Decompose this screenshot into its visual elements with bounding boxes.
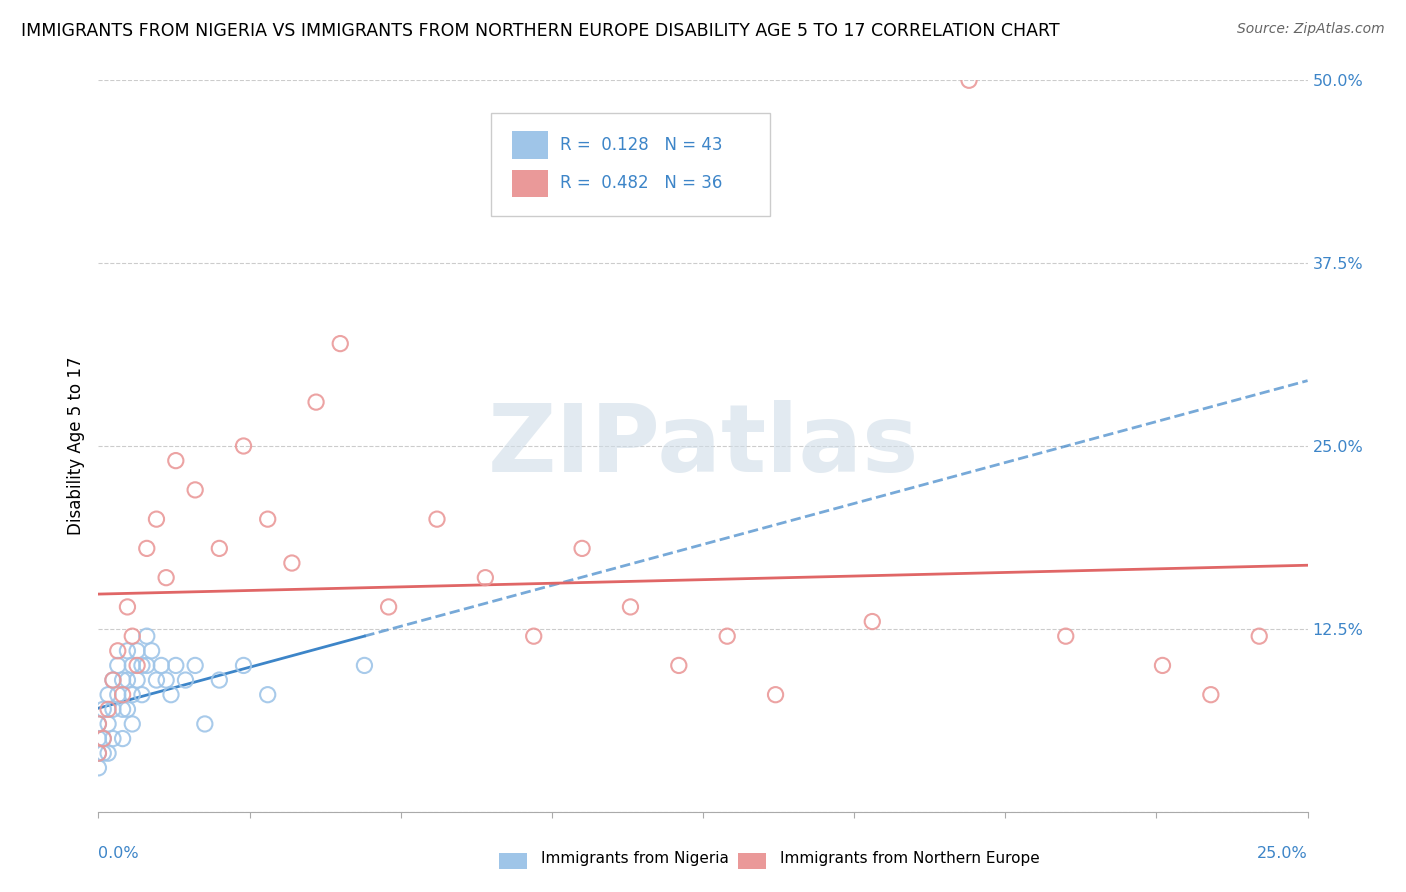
Point: [1199, 688, 1222, 702]
Point: [523, 629, 546, 643]
Point: [101, 673, 124, 687]
Point: [127, 673, 149, 687]
Point: [426, 512, 449, 526]
Point: [87, 731, 110, 746]
Point: [208, 673, 231, 687]
Point: [256, 512, 278, 526]
Point: [127, 644, 149, 658]
Text: Immigrants from Nigeria: Immigrants from Nigeria: [541, 851, 730, 865]
Point: [141, 644, 163, 658]
Point: [87, 717, 110, 731]
Point: [256, 688, 278, 702]
Point: [87, 746, 110, 760]
Point: [91, 746, 114, 760]
Point: [117, 673, 139, 687]
FancyBboxPatch shape: [512, 169, 548, 197]
Point: [101, 673, 124, 687]
Point: [232, 658, 254, 673]
Point: [1249, 629, 1271, 643]
Point: [91, 731, 114, 746]
Point: [571, 541, 593, 556]
Point: [131, 688, 153, 702]
Point: [107, 658, 129, 673]
Point: [117, 702, 139, 716]
Point: [194, 717, 217, 731]
Point: [765, 688, 787, 702]
Point: [131, 658, 153, 673]
Point: [281, 556, 304, 570]
Point: [127, 658, 149, 673]
Text: R =  0.128   N = 43: R = 0.128 N = 43: [561, 136, 723, 153]
Point: [716, 629, 738, 643]
Point: [1054, 629, 1077, 643]
Point: [353, 658, 375, 673]
Point: [87, 746, 110, 760]
Point: [101, 702, 124, 716]
Point: [208, 541, 231, 556]
Point: [165, 453, 187, 467]
Point: [121, 717, 143, 731]
Point: [957, 73, 980, 87]
Point: [91, 731, 114, 746]
Point: [111, 702, 134, 716]
Point: [107, 644, 129, 658]
Point: [145, 512, 167, 526]
Point: [155, 571, 177, 585]
Point: [145, 673, 167, 687]
Point: [329, 336, 352, 351]
Point: [97, 746, 120, 760]
Point: [165, 658, 187, 673]
Point: [97, 688, 120, 702]
Text: 25.0%: 25.0%: [1257, 847, 1308, 862]
Point: [377, 599, 399, 614]
Text: Immigrants from Northern Europe: Immigrants from Northern Europe: [780, 851, 1040, 865]
Point: [111, 673, 134, 687]
Point: [117, 599, 139, 614]
Text: 0.0%: 0.0%: [98, 847, 139, 862]
Text: R =  0.482   N = 36: R = 0.482 N = 36: [561, 175, 723, 193]
Point: [232, 439, 254, 453]
Point: [121, 688, 143, 702]
Point: [135, 658, 157, 673]
Point: [150, 658, 173, 673]
Point: [101, 731, 124, 746]
Point: [1152, 658, 1174, 673]
Text: ZIPatlas: ZIPatlas: [488, 400, 918, 492]
FancyBboxPatch shape: [512, 131, 548, 159]
Point: [107, 688, 129, 702]
Point: [135, 629, 157, 643]
Point: [160, 688, 183, 702]
Text: IMMIGRANTS FROM NIGERIA VS IMMIGRANTS FROM NORTHERN EUROPE DISABILITY AGE 5 TO 1: IMMIGRANTS FROM NIGERIA VS IMMIGRANTS FR…: [21, 22, 1060, 40]
Point: [619, 599, 641, 614]
Point: [117, 644, 139, 658]
Text: Source: ZipAtlas.com: Source: ZipAtlas.com: [1237, 22, 1385, 37]
Point: [184, 658, 207, 673]
Point: [474, 571, 496, 585]
Point: [91, 702, 114, 716]
Point: [111, 688, 134, 702]
Point: [111, 731, 134, 746]
Point: [155, 673, 177, 687]
FancyBboxPatch shape: [492, 113, 769, 216]
Point: [668, 658, 690, 673]
Point: [97, 717, 120, 731]
Point: [121, 658, 143, 673]
Y-axis label: Disability Age 5 to 17: Disability Age 5 to 17: [66, 357, 84, 535]
Point: [87, 717, 110, 731]
Point: [121, 629, 143, 643]
Point: [860, 615, 883, 629]
Point: [174, 673, 197, 687]
Point: [305, 395, 328, 409]
Point: [97, 702, 120, 716]
Point: [135, 541, 157, 556]
Point: [87, 761, 110, 775]
Point: [184, 483, 207, 497]
